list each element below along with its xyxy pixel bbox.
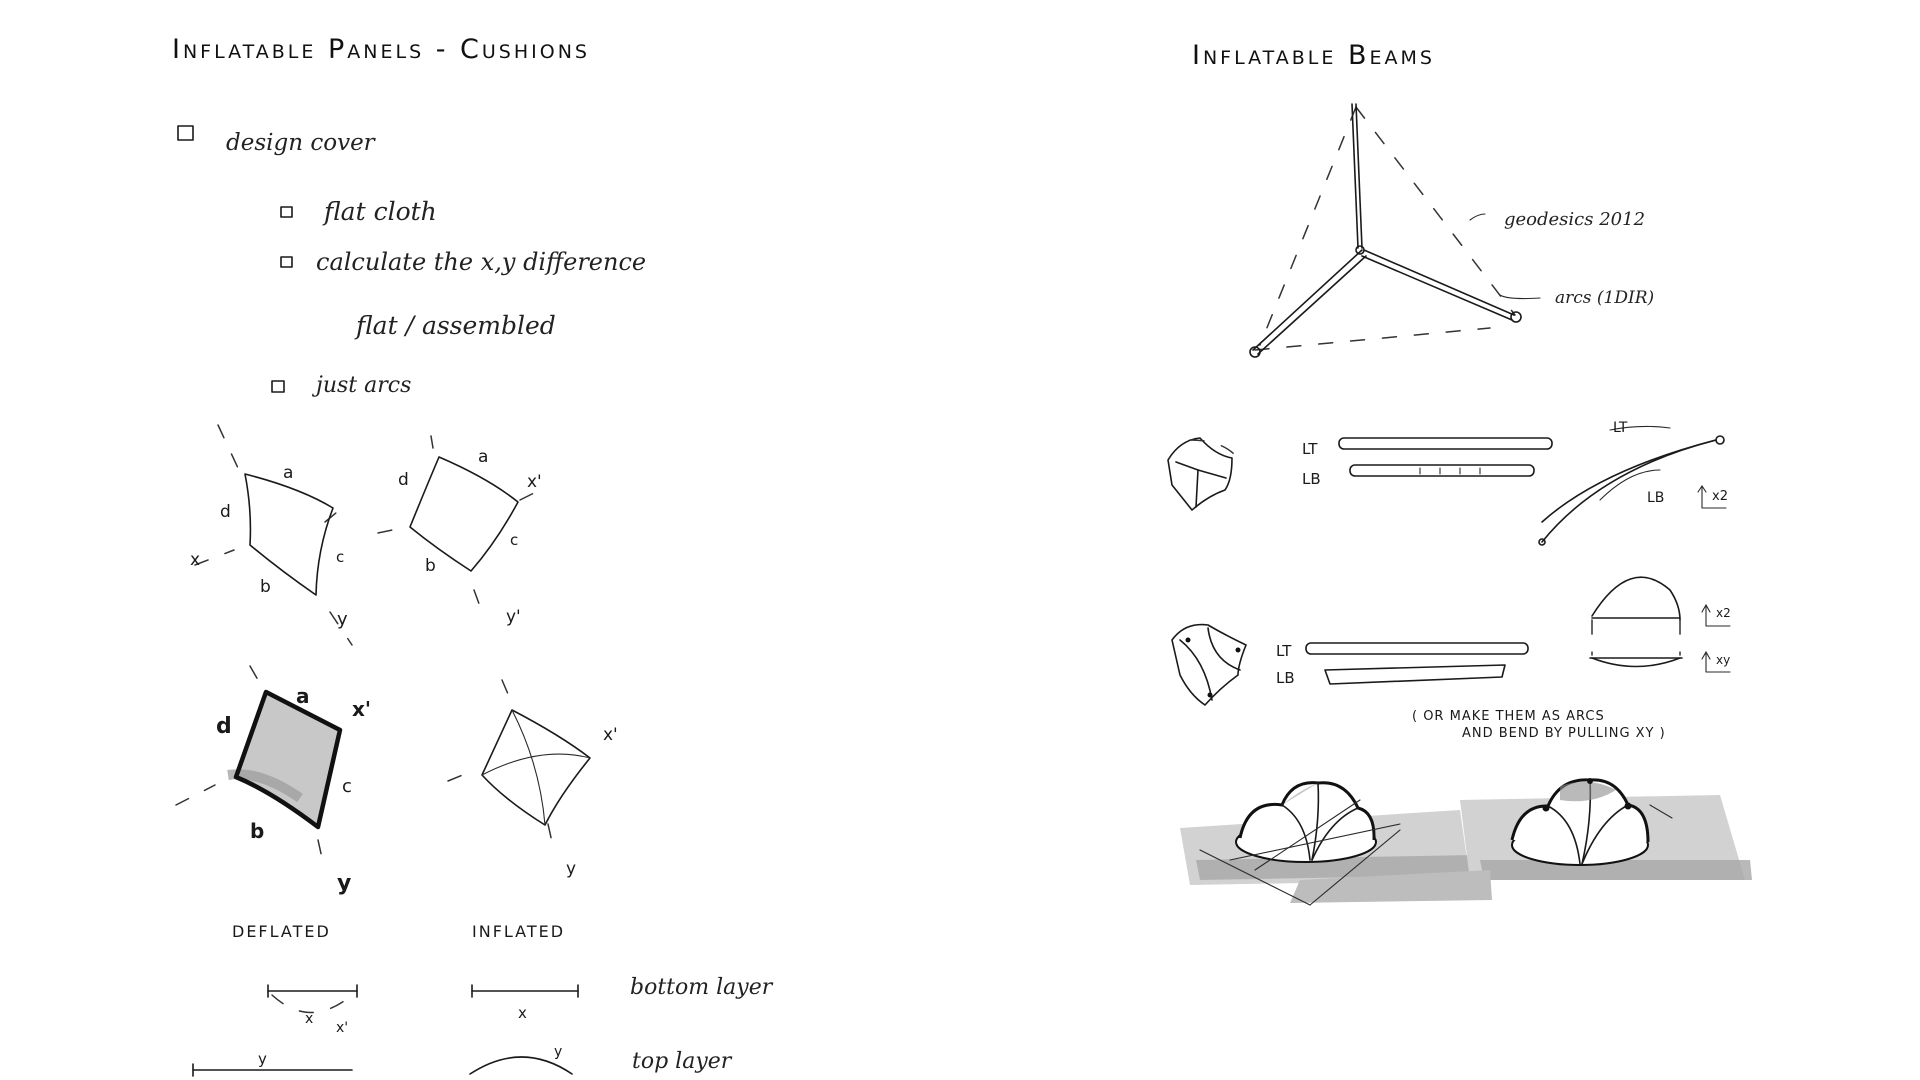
caption-deflated: DEFLATED	[232, 922, 331, 941]
edge-label-c: c	[336, 548, 344, 566]
footnote-line-1: ( OR MAKE THEM AS ARCS	[1412, 709, 1605, 724]
edge-label-c: c	[342, 776, 352, 797]
inflated-top-layer-sketch: y	[469, 1044, 573, 1075]
note-geodesics: geodesics 2012	[1504, 209, 1645, 230]
axis-label-x: x	[190, 550, 200, 570]
beam-junction-sketch	[1167, 437, 1236, 511]
deflated-panel-sketch: a b c d x' y	[175, 665, 371, 896]
note-arcs: arcs (1DIR)	[1555, 288, 1654, 308]
checkbox-icon	[177, 125, 194, 141]
label-x2: x2	[1712, 489, 1728, 504]
right-page-title: Inflatable Beams	[1192, 40, 1435, 71]
axis-label-y-prime: y'	[506, 607, 521, 627]
label-lb: LB	[1276, 669, 1295, 687]
caption-bottom-layer: bottom layer	[630, 975, 774, 1000]
axis-label-y: y	[258, 1050, 267, 1068]
edge-label-b: b	[260, 577, 271, 597]
axis-label-x-prime: x'	[527, 472, 542, 492]
flat-panel-sketch: a b c d x y	[190, 424, 353, 646]
inflated-panel-sketch: x' y	[447, 679, 618, 879]
checklist-item-just-arcs: just arcs	[311, 373, 411, 398]
axis-label-x-prime: x'	[336, 1020, 348, 1036]
axis-label-x-prime: x'	[603, 725, 618, 745]
label-lt: LT	[1302, 440, 1318, 458]
left-page-title: Inflatable Panels - Cushions	[172, 34, 590, 65]
right-page: Inflatable Beams geodesics 2012 arcs (1D…	[1167, 40, 1752, 906]
pavilion-1	[1199, 781, 1401, 906]
edge-label-b: b	[425, 556, 436, 576]
checkbox-icon	[280, 206, 293, 218]
label-lt: LT	[1613, 420, 1628, 436]
label-lb: LB	[1302, 470, 1321, 488]
edge-label-d: d	[398, 470, 409, 490]
pavilion-renderings	[1180, 778, 1752, 906]
beam-lt-lb-sketch-2: LT LB x2 xy	[1276, 576, 1731, 687]
axis-label-y: y	[566, 859, 576, 879]
checkbox-icon	[271, 380, 285, 393]
deflated-top-layer-sketch: y	[192, 1050, 353, 1077]
axis-label-x: x	[518, 1004, 527, 1022]
edge-label-c: c	[510, 531, 518, 549]
edge-label-d: d	[220, 502, 231, 522]
checklist-item-flat-assembled: flat / assembled	[354, 311, 556, 340]
edge-label-b: b	[250, 819, 264, 843]
deflated-bottom-layer-sketch: x x'	[267, 984, 358, 1036]
left-page: Inflatable Panels - Cushions design cove…	[172, 34, 774, 1077]
rotated-panel-sketch: a b c d x' y'	[377, 435, 542, 627]
beam-junction-sketch-2	[1171, 623, 1247, 706]
caption-top-layer: top layer	[632, 1049, 733, 1074]
edge-label-a: a	[283, 463, 293, 483]
axis-label-y: y	[554, 1044, 562, 1060]
label-x2: x2	[1716, 606, 1731, 620]
edge-label-a: a	[478, 447, 488, 467]
label-xy: xy	[1716, 653, 1730, 667]
inflated-bottom-layer-sketch: x	[471, 984, 579, 1022]
tripod-geodesic-sketch	[1249, 103, 1541, 358]
pavilion-2	[1510, 778, 1673, 866]
edge-label-d: d	[216, 714, 232, 739]
label-lb: LB	[1647, 490, 1664, 506]
axis-label-y: y	[337, 609, 348, 630]
checklist-item-flat-cloth: flat cloth	[322, 197, 437, 226]
axis-label-y: y	[337, 871, 351, 896]
edge-label-a: a	[296, 684, 310, 708]
caption-inflated: INFLATED	[472, 922, 565, 941]
checklist-item-design-cover: design cover	[226, 130, 377, 156]
beam-lt-lb-sketch-1: LT LB LT LB x2	[1302, 420, 1728, 546]
checkbox-icon	[280, 256, 293, 268]
footnote-line-2: AND BEND BY PULLING XY )	[1462, 726, 1666, 741]
checklist-item-calculate: calculate the x,y difference	[316, 248, 646, 276]
axis-label-x: x	[305, 1011, 313, 1027]
axis-label-x-prime: x'	[352, 697, 371, 721]
label-lt: LT	[1276, 642, 1292, 660]
